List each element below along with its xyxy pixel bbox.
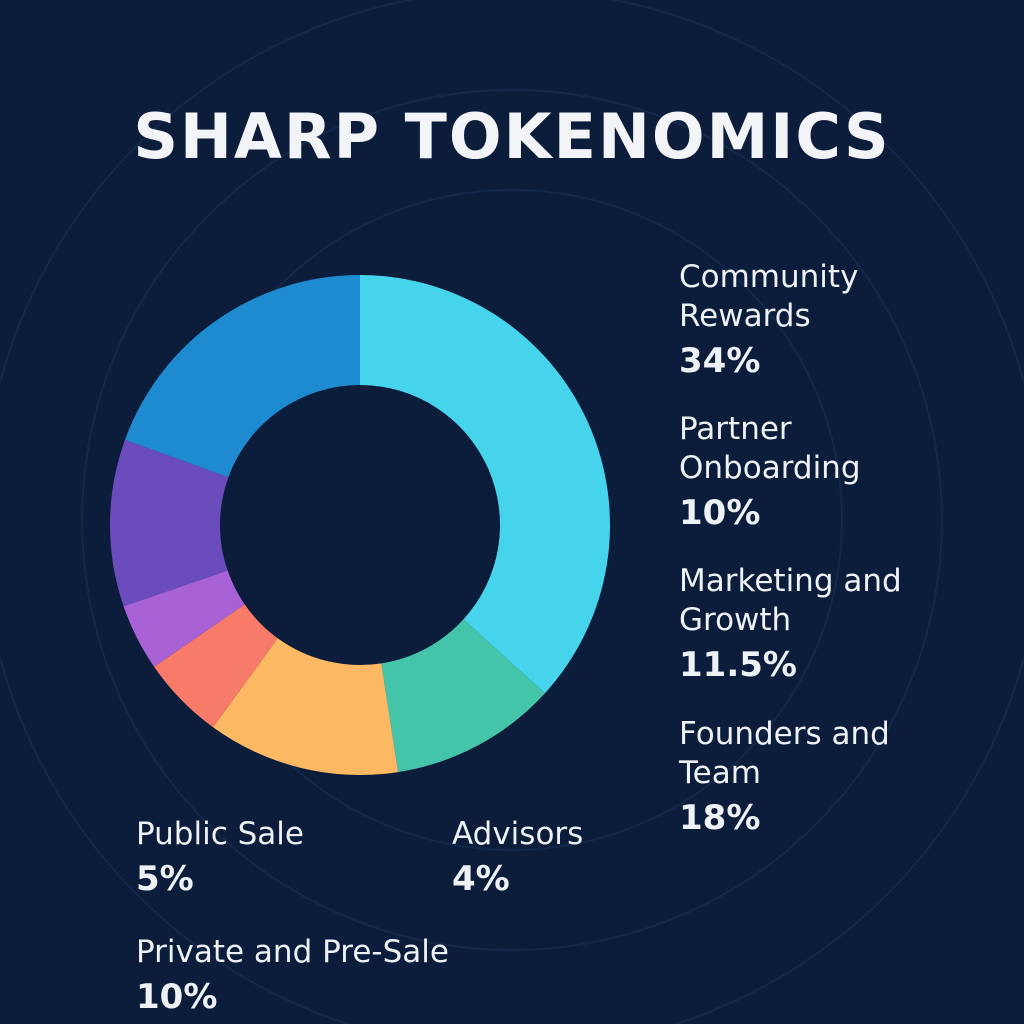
label: Marketing and Growth 11.5% [679,562,924,685]
value-label: 10% [136,977,218,1017]
label: Partner Onboarding 10% [679,410,899,533]
label: Founders and Team 18% [679,715,914,838]
value-label: 10% [679,493,761,533]
value-label: 18% [679,798,761,838]
category-name: Founders and Team [679,716,890,791]
donut-slice [123,570,245,667]
category-name: Advisors [452,816,584,852]
value-label: 11.5% [679,645,797,685]
category-name: Private and Pre-Sale [136,934,449,970]
donut-slice [360,275,611,694]
value-label: 34% [679,341,761,381]
donut-slice [213,638,399,776]
label: Private and Pre-Sale 10% [136,933,536,1017]
category-name: Partner Onboarding [679,411,861,486]
donut-slice [124,275,361,478]
donut-slice [154,604,278,728]
value-label: 5% [136,859,194,899]
donut-slice [110,439,229,607]
value-label: 4% [452,859,510,899]
category-name: Public Sale [136,816,304,852]
label: Community Rewards 34% [679,258,899,381]
category-name: Marketing and Growth [679,563,902,638]
label: Advisors 4% [452,815,652,899]
label: Public Sale 5% [136,815,386,899]
chart-title: SHARP TOKENOMICS [133,100,891,173]
category-name: Community Rewards [679,259,859,334]
donut-slice [381,619,545,773]
